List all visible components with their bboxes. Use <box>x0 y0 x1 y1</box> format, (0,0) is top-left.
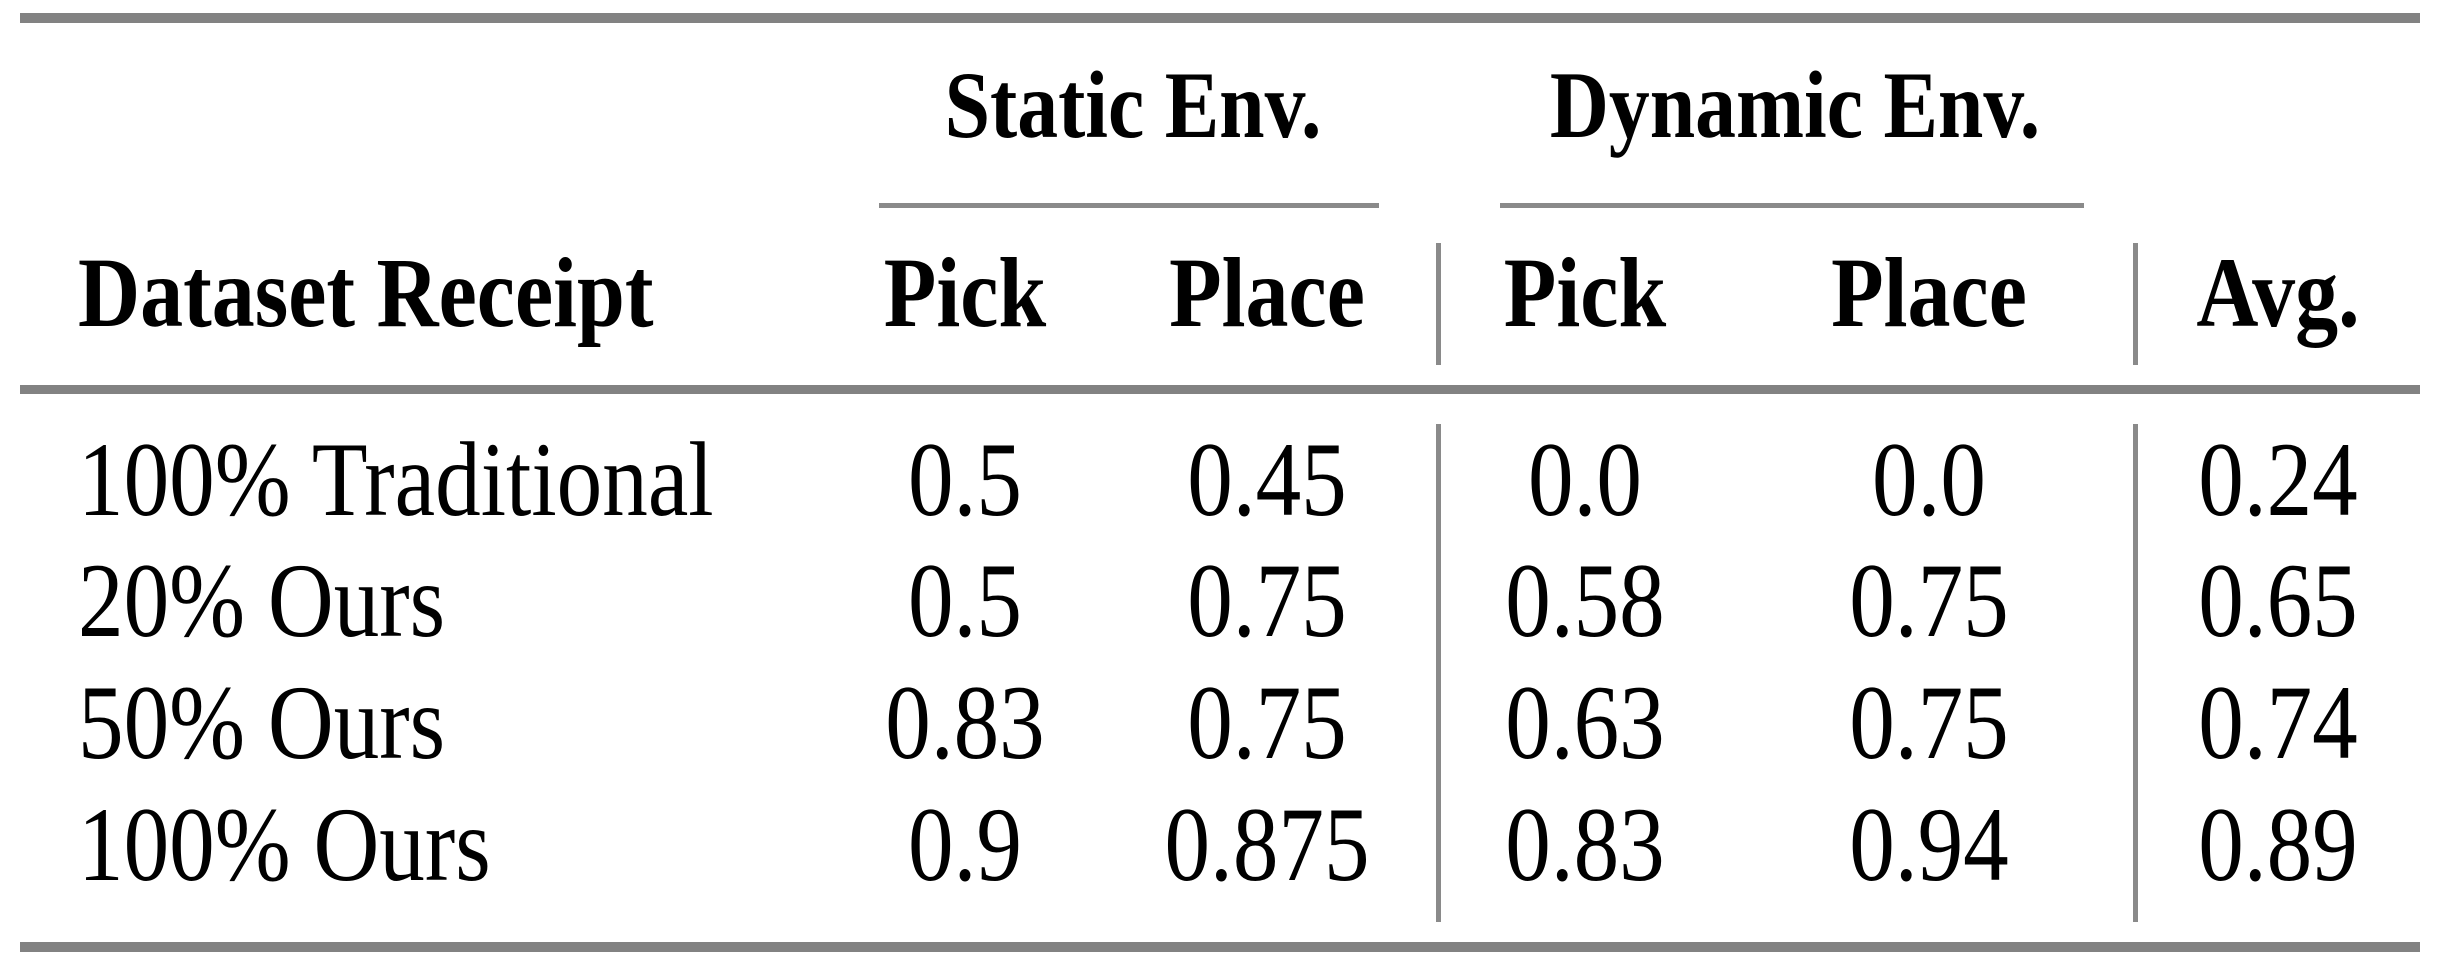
cell-dynamic-place: 0.75 <box>1849 542 2009 659</box>
cell-avg: 0.89 <box>2198 786 2358 903</box>
vertical-separator-dynamic-body <box>1436 424 1441 922</box>
cell-static-pick: 0.83 <box>885 664 1045 781</box>
vertical-separator-dynamic-header <box>1436 243 1441 365</box>
cell-static-place: 0.75 <box>1187 664 1347 781</box>
vertical-separator-avg-header <box>2133 243 2138 365</box>
cell-static-place: 0.45 <box>1187 421 1347 538</box>
cell-static-pick: 0.5 <box>908 542 1022 659</box>
row-label: 20% Ours <box>78 542 446 659</box>
cell-static-place: 0.875 <box>1164 786 1370 903</box>
row-label: 50% Ours <box>78 664 446 781</box>
cell-static-place: 0.75 <box>1187 542 1347 659</box>
column-group-dynamic-env: Dynamic Env. <box>1549 52 2041 158</box>
row-label: 100% Ours <box>78 786 491 903</box>
column-header-avg: Avg. <box>2196 237 2360 348</box>
cell-avg: 0.65 <box>2198 542 2358 659</box>
cell-dynamic-pick: 0.0 <box>1528 421 1642 538</box>
cell-dynamic-pick: 0.63 <box>1505 664 1665 781</box>
cell-dynamic-place: 0.94 <box>1849 786 2009 903</box>
cell-dynamic-pick: 0.83 <box>1505 786 1665 903</box>
column-header-dataset-receipt: Dataset Receipt <box>78 237 654 348</box>
column-header-static-place: Place <box>1169 237 1365 348</box>
column-header-dynamic-pick: Pick <box>1503 237 1667 348</box>
table-header-rule <box>20 385 2420 394</box>
cell-static-pick: 0.9 <box>908 786 1022 903</box>
cell-static-pick: 0.5 <box>908 421 1022 538</box>
cell-dynamic-place: 0.0 <box>1872 421 1986 538</box>
vertical-separator-avg-body <box>2133 424 2138 922</box>
cell-avg: 0.74 <box>2198 664 2358 781</box>
table-bottom-rule <box>20 942 2420 952</box>
table-top-rule <box>20 13 2420 23</box>
static-env-underline <box>879 203 1379 208</box>
cell-avg: 0.24 <box>2198 421 2358 538</box>
cell-dynamic-place: 0.75 <box>1849 664 2009 781</box>
cell-dynamic-pick: 0.58 <box>1505 542 1665 659</box>
column-header-static-pick: Pick <box>883 237 1047 348</box>
column-group-static-env: Static Env. <box>944 52 1322 158</box>
row-label: 100% Traditional <box>78 421 714 538</box>
column-header-dynamic-place: Place <box>1831 237 2027 348</box>
dynamic-env-underline <box>1500 203 2084 208</box>
